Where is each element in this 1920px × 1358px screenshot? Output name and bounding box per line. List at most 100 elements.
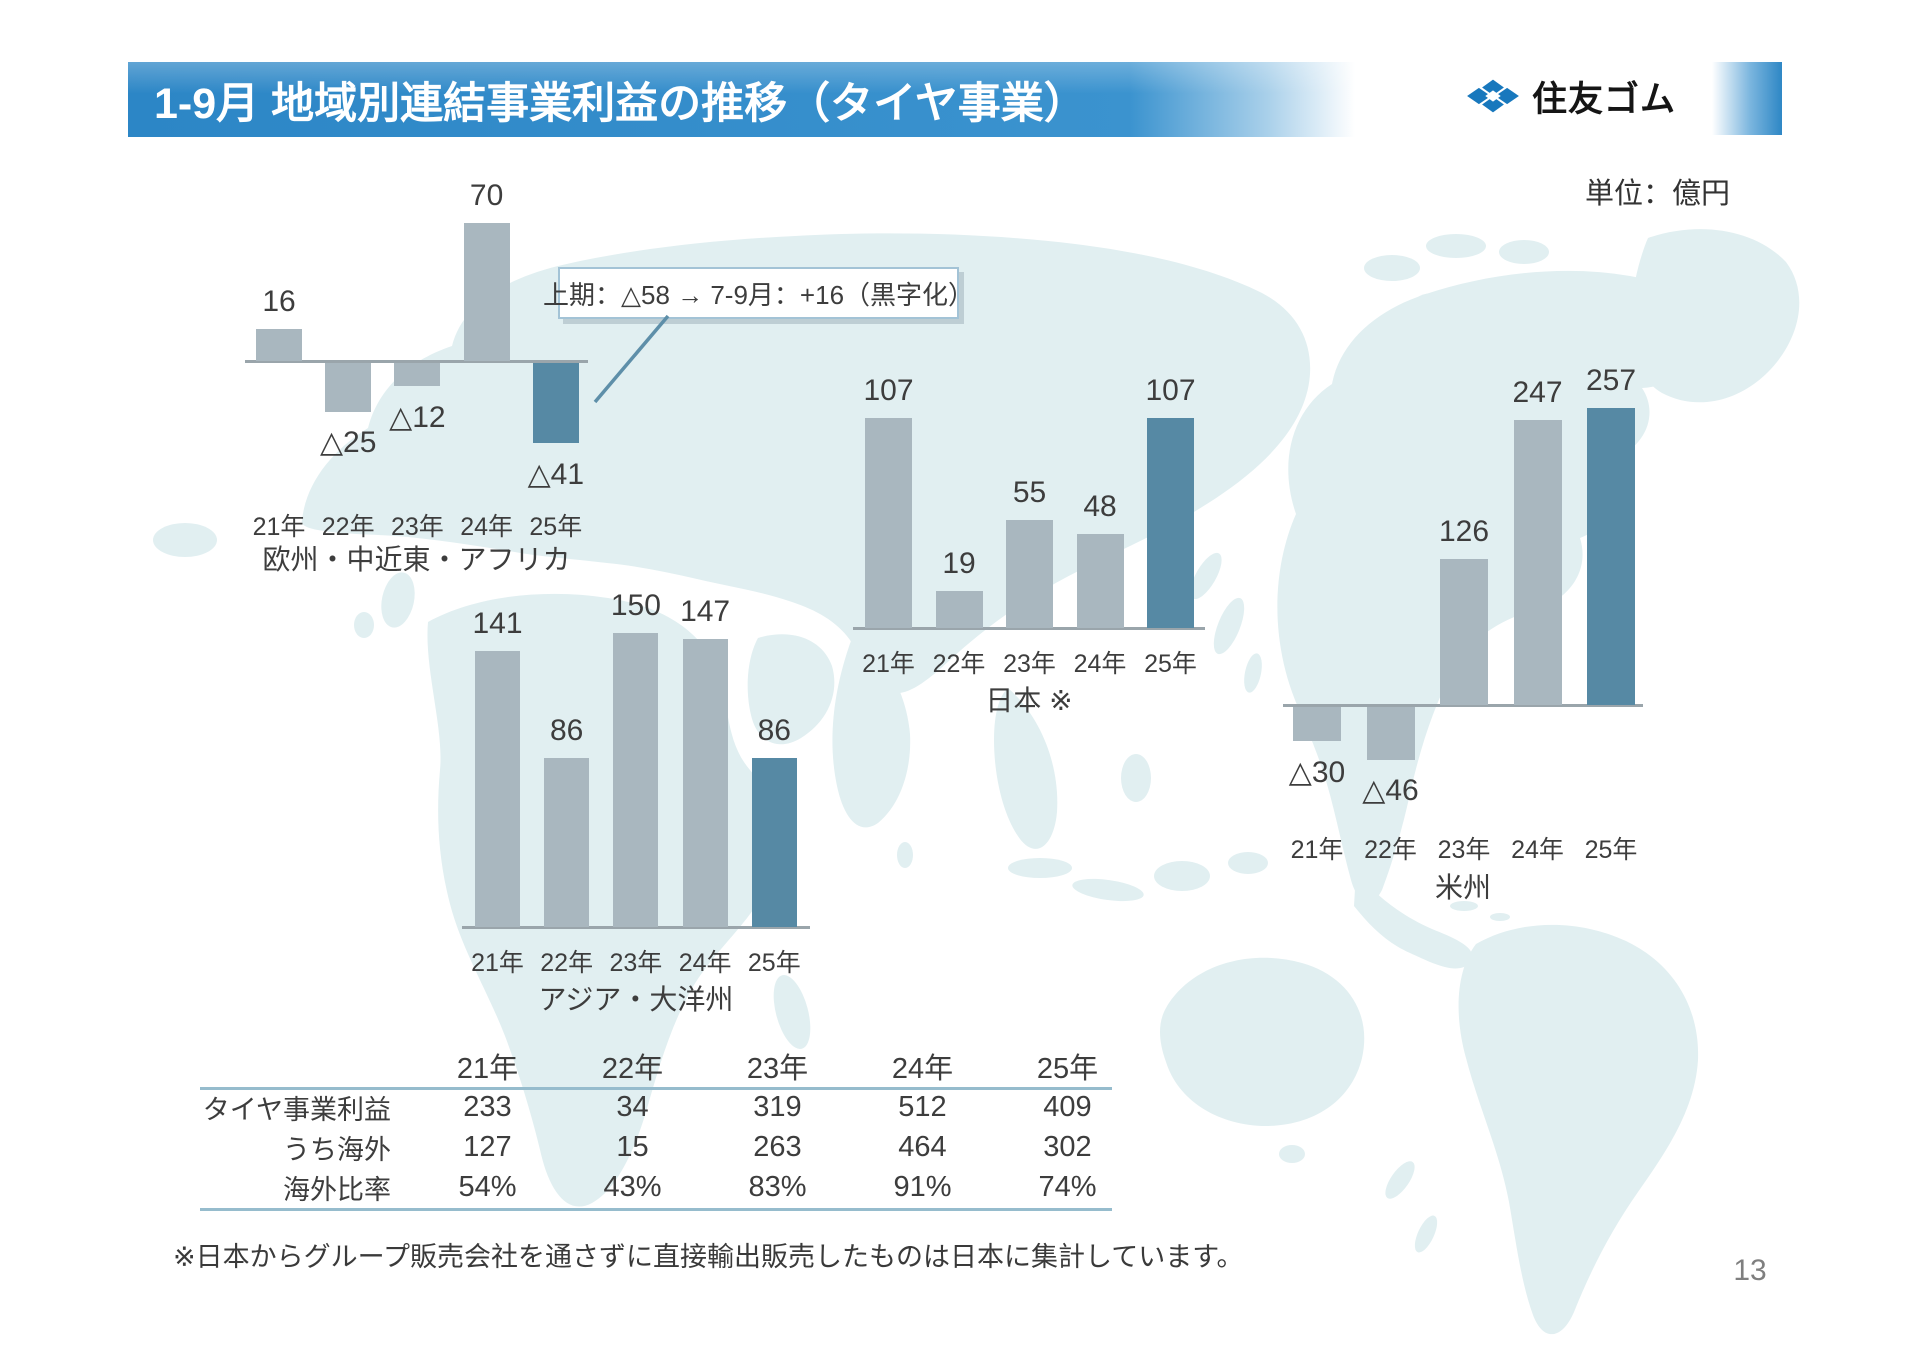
america-year-label: 25年 — [1584, 836, 1638, 864]
japan-value-label: 19 — [942, 546, 976, 580]
emea-bar-25年 — [532, 362, 579, 444]
asia-year-label: 22年 — [540, 949, 594, 977]
asia-bar-21年 — [475, 650, 520, 927]
table-cell: 74% — [1038, 1170, 1097, 1203]
japan-value-label: 48 — [1083, 489, 1117, 523]
japan-title: 日本 ※ — [985, 685, 1073, 716]
emea-value-label: △25 — [319, 426, 377, 460]
america-bar-23年 — [1440, 559, 1488, 705]
table-cell: 34 — [616, 1090, 649, 1123]
emea-bar-23年 — [394, 362, 441, 387]
table-cell: 319 — [753, 1090, 802, 1123]
asia-value-label: 86 — [550, 714, 584, 748]
header-accent-block — [1712, 62, 1782, 135]
emea-value-label: △41 — [527, 457, 585, 491]
japan-year-label: 24年 — [1073, 650, 1127, 678]
table-col-header: 21年 — [456, 1053, 519, 1085]
america-title: 米州 — [1434, 872, 1492, 903]
emea-bar-21年 — [256, 329, 302, 361]
america-value-label: △46 — [1362, 774, 1419, 808]
table-cell: 54% — [458, 1170, 517, 1203]
annotation-box: 上期：△58 → 7-9月：+16（黒字化） — [543, 267, 974, 319]
table-top-rule — [200, 1087, 1112, 1090]
table-cell: 409 — [1043, 1090, 1092, 1123]
asia-value-label: 86 — [757, 714, 791, 748]
table-col-header: 23年 — [746, 1053, 809, 1085]
table-col-header: 25年 — [1036, 1053, 1099, 1085]
japan-value-label: 107 — [863, 374, 914, 408]
table-cell: 263 — [753, 1130, 802, 1163]
table-cell: 512 — [898, 1090, 947, 1123]
japan-value-label: 55 — [1012, 476, 1047, 510]
emea-year-label: 21年 — [252, 513, 306, 541]
page-title: 1-9月 地域別連結事業利益の推移（タイヤ事業） — [154, 79, 1087, 128]
table-cell: 83% — [748, 1170, 807, 1203]
japan-bar-24年 — [1076, 533, 1124, 628]
asia-value-label: 150 — [610, 589, 661, 622]
table-bottom-rule — [200, 1208, 1112, 1211]
table-header-row: 21年 22年 23年 24年 25年 — [200, 1045, 1140, 1087]
japan-zero-line — [853, 627, 1205, 630]
table-cell: 127 — [463, 1130, 512, 1163]
america-value-label: △30 — [1288, 755, 1346, 789]
america-bar-24年 — [1513, 419, 1562, 705]
sumitomo-diamond-icon — [1467, 79, 1519, 113]
japan-year-label: 21年 — [862, 650, 915, 678]
america-value-label: 247 — [1512, 375, 1563, 409]
table-row-label: うち海外 — [283, 1134, 391, 1165]
america-value-label: 257 — [1585, 364, 1637, 398]
table-cell: 302 — [1043, 1130, 1092, 1163]
america-value-label: 126 — [1438, 515, 1490, 549]
asia-bar-23年 — [613, 633, 659, 927]
table-cell: 464 — [898, 1130, 947, 1163]
asia-year-label: 24年 — [678, 949, 732, 977]
japan-value-label: 107 — [1145, 374, 1196, 408]
table-col-header: 22年 — [601, 1053, 664, 1085]
asia-year-label: 25年 — [747, 949, 801, 977]
annotation-text: 上期：△58 → 7-9月：+16（黒字化） — [542, 279, 975, 310]
table-row-label: 海外比率 — [283, 1174, 391, 1205]
table-cell: 233 — [463, 1090, 512, 1123]
america-year-label: 21年 — [1290, 836, 1344, 864]
asia-bar-24年 — [682, 638, 728, 927]
asia-zero-line — [462, 926, 810, 929]
japan-year-label: 22年 — [932, 650, 986, 678]
table-row: 海外比率 54% 43% 83% 91% 74% — [200, 1167, 1140, 1207]
asia-year-label: 21年 — [471, 949, 524, 977]
emea-year-label: 24年 — [460, 513, 513, 541]
japan-bar-25年 — [1147, 418, 1194, 628]
asia-value-label: 141 — [472, 606, 523, 640]
japan-year-label: 23年 — [1003, 650, 1056, 678]
america-year-label: 23年 — [1437, 836, 1491, 864]
asia-title: アジア・大洋州 — [538, 984, 734, 1015]
logo-text: 住友ゴム — [1532, 79, 1677, 119]
japan-bar-21年 — [865, 418, 912, 628]
asia-bar-25年 — [751, 758, 797, 927]
america-bar-21年 — [1293, 706, 1341, 742]
america-zero-line — [1283, 704, 1643, 707]
footnote: ※日本からグループ販売会社を通さずに直接輸出販売したものは日本に集計しています。 — [173, 1242, 1244, 1272]
table-row: タイヤ事業利益 233 34 319 512 409 — [200, 1087, 1140, 1127]
table-cell: 15 — [616, 1130, 649, 1163]
america-bar-25年 — [1587, 408, 1635, 705]
emea-value-label: △12 — [389, 400, 446, 434]
japan-year-label: 25年 — [1144, 650, 1197, 678]
table-row-label: タイヤ事業利益 — [202, 1094, 391, 1125]
page-number: 13 — [1733, 1254, 1767, 1287]
title-bar: 1-9月 地域別連結事業利益の推移（タイヤ事業） — [128, 62, 1380, 137]
america-year-label: 24年 — [1511, 836, 1564, 864]
table-row: うち海外 127 15 263 464 302 — [200, 1127, 1140, 1167]
asia-value-label: 147 — [680, 594, 731, 628]
table-cell: 43% — [603, 1170, 662, 1203]
japan-bar-22年 — [935, 590, 983, 628]
emea-bar-22年 — [325, 362, 372, 412]
asia-bar-22年 — [544, 758, 590, 927]
table-cell: 91% — [893, 1170, 952, 1203]
japan-bar-23年 — [1006, 520, 1053, 628]
emea-year-label: 22年 — [321, 513, 375, 541]
summary-table: 21年 22年 23年 24年 25年 タイヤ事業利益 233 34 319 512 409 うち海外… — [200, 1045, 1140, 1211]
logo: 住友ゴム — [1462, 70, 1676, 122]
emea-value-label: 70 — [469, 179, 504, 213]
